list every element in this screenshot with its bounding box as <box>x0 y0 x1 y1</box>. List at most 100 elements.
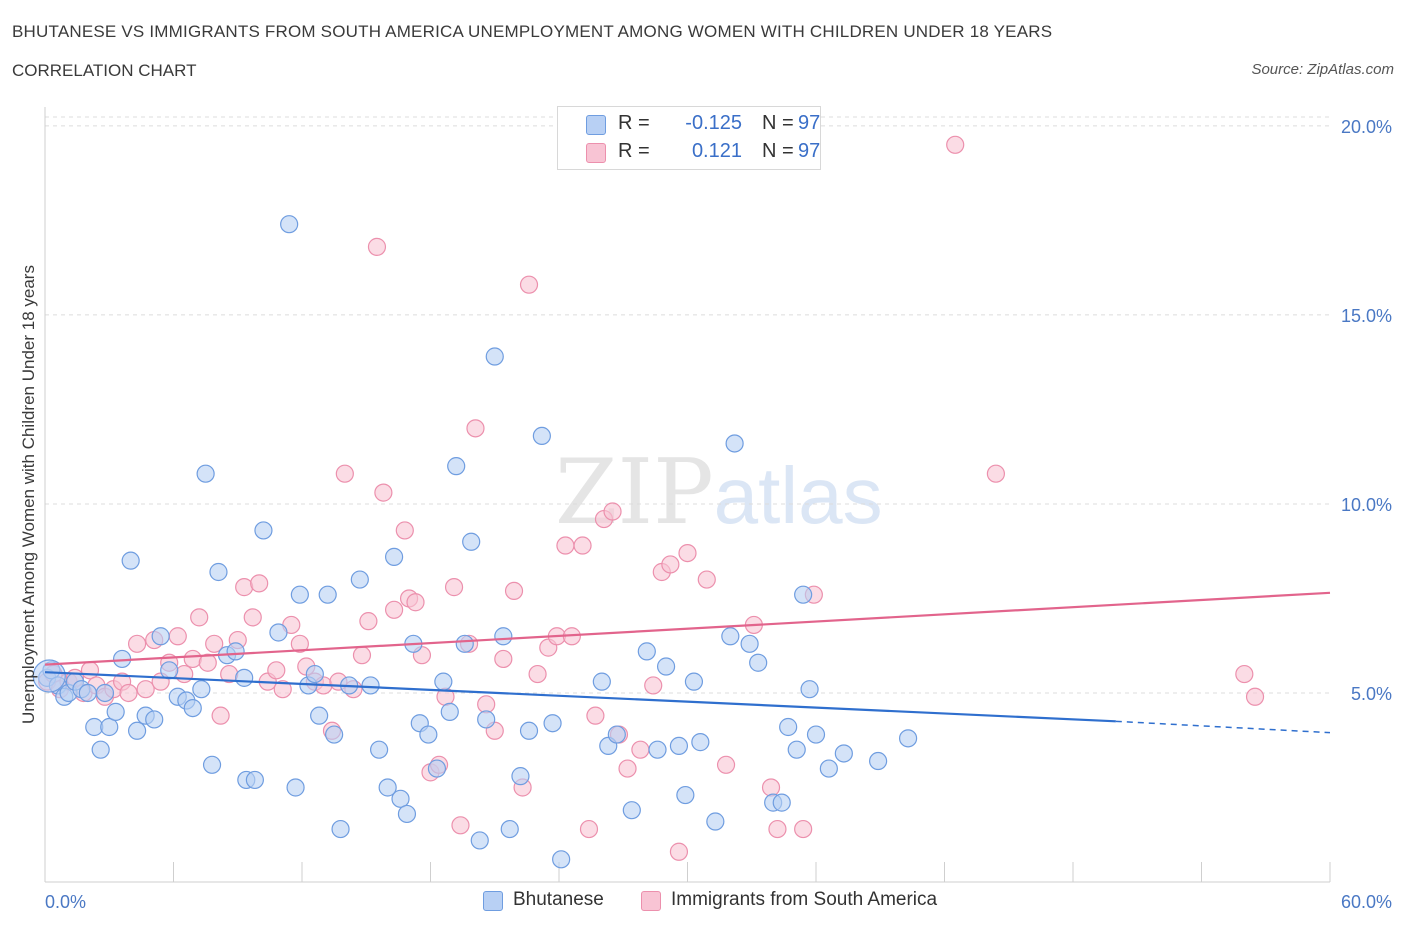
point-bhutanese <box>511 767 530 786</box>
point-immigrants <box>335 464 354 483</box>
point-immigrants <box>190 608 209 627</box>
point-immigrants <box>556 536 575 555</box>
point-immigrants <box>678 543 697 563</box>
watermark-atlas: atlas <box>713 451 883 540</box>
point-immigrants <box>451 816 470 835</box>
point-bhutanese <box>427 759 447 778</box>
point-bhutanese <box>740 634 759 653</box>
point-bhutanese <box>391 789 410 808</box>
x-tick-label: 0.0% <box>45 892 86 912</box>
point-immigrants <box>359 612 378 631</box>
point-bhutanese <box>397 804 417 824</box>
legend-r-value: -0.125 <box>685 112 742 134</box>
point-bhutanese <box>350 570 369 589</box>
point-immigrants <box>273 680 292 699</box>
point-immigrants <box>136 680 155 699</box>
point-bhutanese <box>106 702 125 721</box>
point-bhutanese <box>592 672 611 691</box>
point-immigrants <box>1235 664 1254 684</box>
point-bhutanese <box>145 710 164 729</box>
point-bhutanese <box>898 729 918 748</box>
point-bhutanese <box>440 702 459 721</box>
point-bhutanese <box>532 426 551 446</box>
point-cluster-bhutanese <box>32 659 66 693</box>
point-immigrants <box>794 819 813 839</box>
point-bhutanese <box>656 657 676 676</box>
point-bhutanese <box>648 740 667 759</box>
point-immigrants <box>80 661 100 680</box>
legend-r-value: 0.121 <box>691 140 742 162</box>
point-bhutanese <box>160 661 179 680</box>
point-bhutanese <box>494 627 513 646</box>
point-bhutanese <box>280 215 299 234</box>
point-bhutanese <box>95 683 115 703</box>
legend-n-label: N = <box>762 140 794 162</box>
legend-r-label: R = <box>618 140 650 162</box>
point-bhutanese <box>127 721 147 740</box>
legend-n-value: 97 <box>798 140 821 162</box>
point-bhutanese <box>384 547 404 566</box>
point-immigrants <box>211 706 230 725</box>
point-bhutanese <box>669 736 689 756</box>
point-bhutanese <box>269 623 288 642</box>
point-bhutanese <box>121 551 140 570</box>
point-bhutanese <box>772 793 791 812</box>
point-bhutanese <box>209 562 228 582</box>
legend-r-label: R = <box>618 112 650 134</box>
y-tick-label: 20.0% <box>1341 117 1392 137</box>
grid-lines <box>45 116 1330 694</box>
point-bhutanese <box>637 642 656 661</box>
point-immigrants <box>528 664 547 684</box>
point-bhutanese <box>183 698 202 718</box>
point-bhutanese <box>318 585 337 604</box>
point-bhutanese <box>434 672 453 691</box>
point-bhutanese <box>684 672 704 691</box>
point-immigrants <box>119 683 138 703</box>
point-immigrants <box>661 555 680 574</box>
point-immigrants <box>986 464 1006 483</box>
point-bhutanese <box>100 717 119 737</box>
point-bhutanese <box>869 751 888 771</box>
point-immigrants <box>235 578 254 597</box>
point-immigrants <box>586 706 605 725</box>
trend-line-immigrants <box>44 591 1331 666</box>
point-immigrants <box>250 574 269 593</box>
point-immigrants <box>579 819 599 839</box>
point-immigrants <box>644 676 663 695</box>
point-bhutanese <box>806 725 826 744</box>
point-bhutanese <box>305 664 324 684</box>
point-immigrants <box>267 661 286 680</box>
point-bhutanese <box>447 457 466 476</box>
point-bhutanese <box>290 585 309 604</box>
point-bhutanese <box>78 683 97 703</box>
point-immigrants <box>395 521 414 540</box>
series-swatch-blue <box>483 891 503 911</box>
point-immigrants <box>352 646 372 665</box>
x-tick-label: 60.0% <box>1341 892 1392 912</box>
point-bhutanese <box>370 740 389 759</box>
point-bhutanese <box>470 831 489 850</box>
legend-swatch-pink <box>586 143 606 163</box>
point-immigrants <box>573 536 592 555</box>
point-immigrants <box>1245 687 1265 706</box>
point-immigrants <box>603 502 622 521</box>
chart-subtitle: CORRELATION CHART <box>12 61 197 80</box>
series-name: Immigrants from South America <box>671 889 938 910</box>
legend-swatch-blue <box>586 115 606 135</box>
point-bhutanese <box>245 770 264 790</box>
point-bhutanese <box>455 634 474 653</box>
point-immigrants <box>697 570 716 589</box>
series-name: Bhutanese <box>513 889 604 910</box>
point-immigrants <box>477 695 496 714</box>
point-immigrants <box>466 419 485 438</box>
y-tick-label: 5.0% <box>1351 684 1392 704</box>
point-bhutanese <box>552 850 571 869</box>
source-label: Source: ZipAtlas.com <box>1251 61 1394 78</box>
y-tick-label: 15.0% <box>1341 306 1392 326</box>
trend-lines <box>44 591 1331 734</box>
point-immigrants <box>183 649 202 669</box>
point-immigrants <box>716 755 736 774</box>
y-tick-label: 10.0% <box>1341 495 1392 515</box>
point-immigrants <box>761 778 781 797</box>
point-bhutanese <box>691 733 710 752</box>
